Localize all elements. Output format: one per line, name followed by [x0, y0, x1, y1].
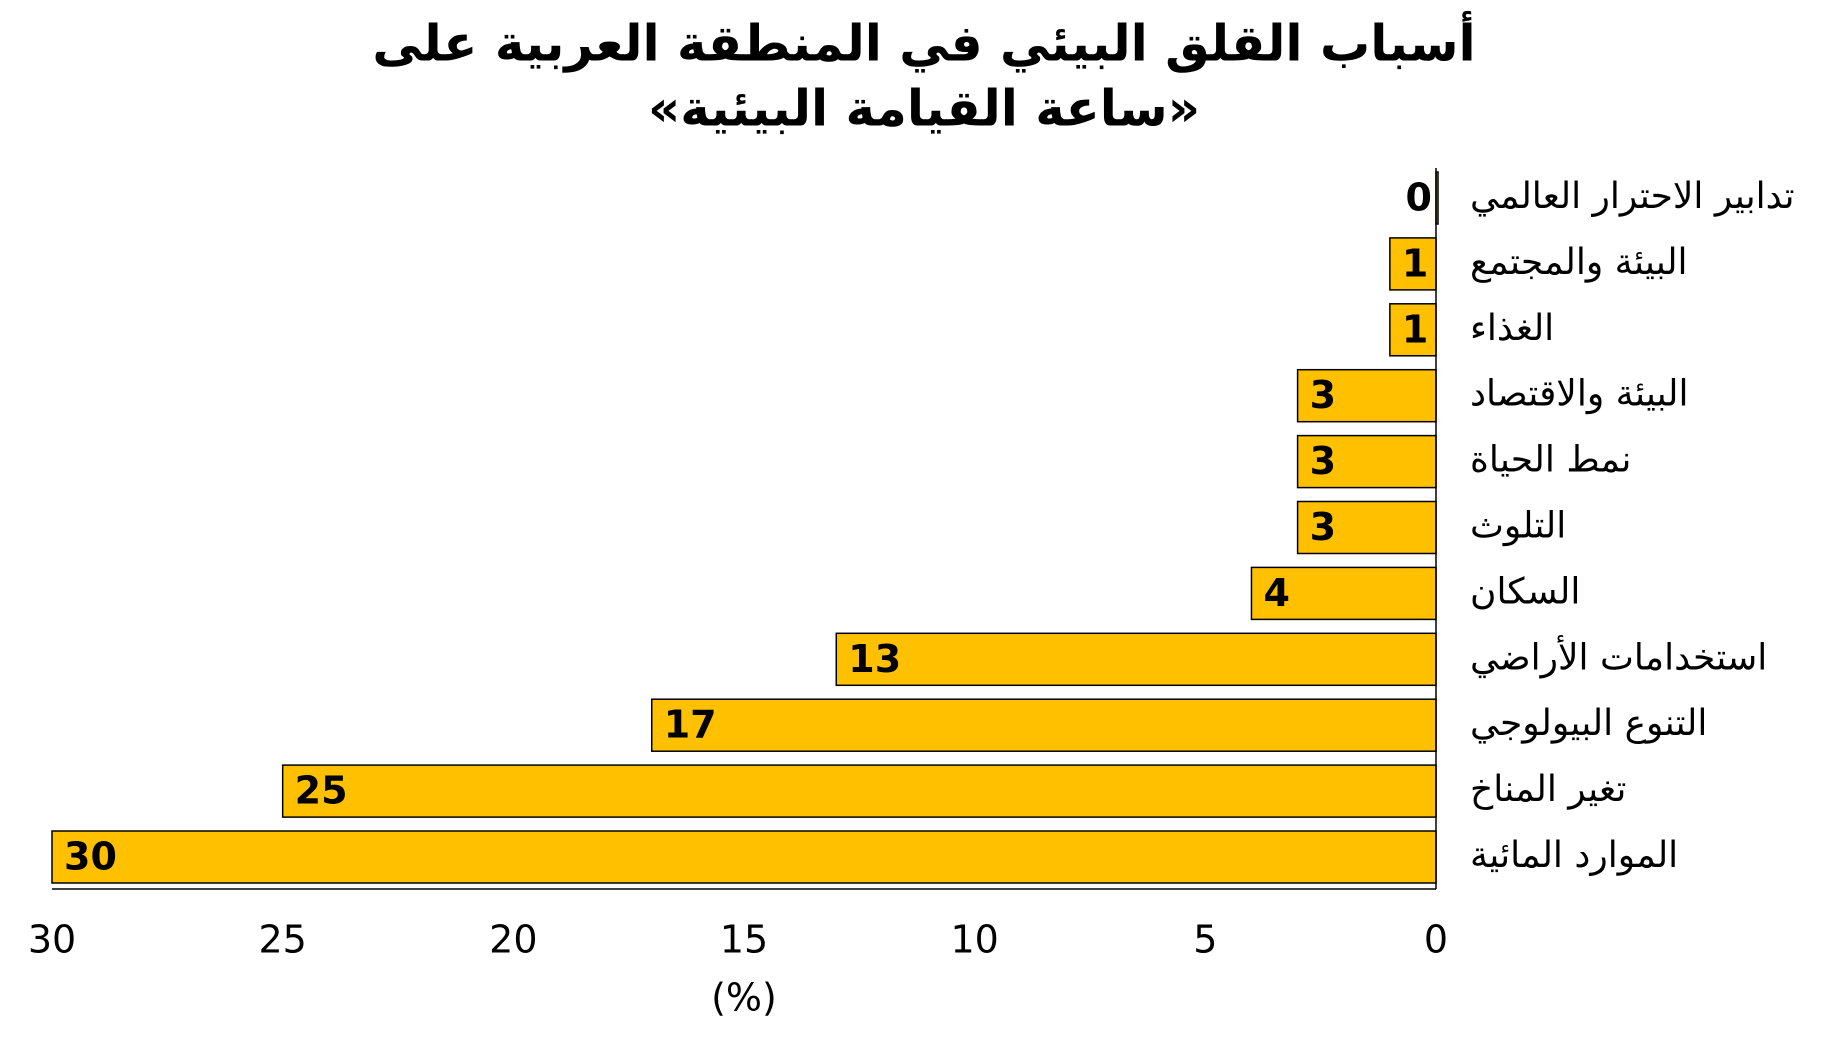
y-tick-label: تغير المناخ: [1470, 769, 1626, 810]
x-tick-label: 0: [1424, 918, 1448, 962]
chart-title: أسباب القلق البيئي في المنطقة العربية عل…: [372, 11, 1475, 74]
y-tick-label: الغذاء: [1470, 308, 1554, 349]
value-label: 1: [1402, 307, 1428, 351]
chart-title: «ساعة القيامة البيئية»: [648, 80, 1200, 138]
x-tick-label: 15: [720, 918, 768, 962]
y-tick-label: استخدامات الأراضي: [1470, 634, 1767, 678]
x-tick-label: 25: [258, 918, 306, 962]
value-label: 1: [1402, 241, 1428, 285]
bar: [1389, 303, 1437, 357]
value-label: 25: [295, 769, 348, 813]
x-tick-label: 20: [489, 918, 537, 962]
x-tick-label: 30: [28, 918, 76, 962]
y-tick-label: السكان: [1470, 571, 1580, 612]
value-label: 0: [1406, 176, 1432, 220]
y-tick-label: التلوث: [1470, 506, 1566, 547]
bar: [51, 830, 1437, 884]
y-tick-label: تدابير الاحترار العالمي: [1470, 176, 1795, 217]
bar: [1250, 566, 1437, 621]
bar: [835, 632, 1437, 687]
y-tick-label: التنوع البيولوجي: [1470, 703, 1707, 744]
value-label: 30: [64, 835, 117, 879]
bar: [281, 764, 1437, 818]
x-tick-label: 5: [1193, 918, 1217, 962]
y-tick-label: البيئة والاقتصاد: [1470, 374, 1689, 415]
value-label: 3: [1310, 505, 1336, 549]
value-label: 13: [848, 637, 901, 681]
x-tick-label: 10: [950, 918, 998, 962]
bar: [1296, 500, 1437, 555]
bar: [650, 698, 1437, 752]
value-label: 3: [1310, 439, 1336, 483]
x-axis-label: (%): [711, 976, 777, 1020]
value-label: 3: [1310, 373, 1336, 417]
y-tick-label: نمط الحياة: [1470, 440, 1631, 481]
y-tick-label: البيئة والمجتمع: [1470, 242, 1688, 283]
y-tick-label: الموارد المائية: [1470, 835, 1678, 876]
value-label: 4: [1263, 571, 1289, 615]
value-label: 17: [664, 703, 717, 747]
